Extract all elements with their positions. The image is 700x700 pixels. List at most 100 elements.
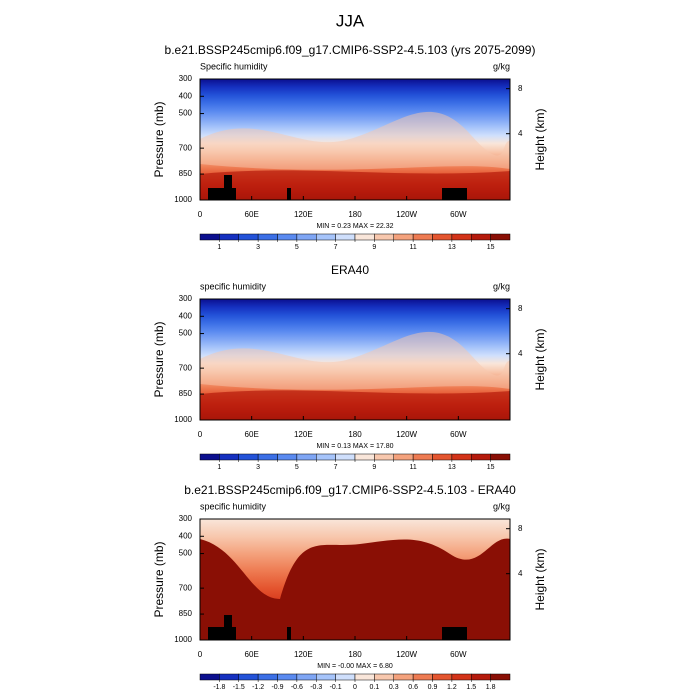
y-tick-label: 400 [179, 91, 193, 100]
colorbar-box [219, 233, 239, 241]
min-max-annotation: MIN = 0.13 MAX = 17.80 [316, 443, 393, 450]
colorbar-box [374, 233, 394, 241]
x-tick-label: 0 [198, 210, 203, 219]
panel-title: b.e21.BSSP245cmip6.f09_g17.CMIP6-SSP2-4.… [184, 483, 516, 497]
colorbar-label: -1.2 [252, 684, 264, 691]
colorbar-label: 0.3 [389, 684, 399, 691]
x-tick-label: 0 [198, 650, 203, 659]
colorbar-label: -0.1 [330, 684, 342, 691]
x-tick-label: 60E [245, 650, 259, 659]
colorbar-box [432, 233, 453, 241]
colorbar-box [354, 453, 375, 461]
colorbar-box [316, 673, 336, 681]
y2-tick-label: 8 [518, 84, 523, 93]
topography [208, 627, 236, 640]
colorbar-label: 5 [295, 244, 299, 251]
colorbar-label: 11 [409, 244, 416, 251]
colorbar-label: -1.8 [213, 684, 225, 691]
panel-title: b.e21.BSSP245cmip6.f09_g17.CMIP6-SSP2-4.… [165, 43, 536, 57]
colorbar-label: 3 [256, 244, 260, 251]
field-label: Specific humidity [200, 61, 268, 71]
colorbar-box [219, 673, 239, 681]
colorbar-box [451, 673, 472, 681]
colorbar-box [490, 673, 511, 681]
contour-band [200, 331, 510, 390]
colorbar-box [238, 673, 259, 681]
colorbar-label: -0.9 [271, 684, 283, 691]
colorbar-box [277, 233, 298, 241]
x-tick-label: 60W [450, 650, 467, 659]
colorbar-box [257, 453, 278, 461]
y-axis-label: Pressure (mb) [152, 541, 166, 617]
y-tick-label: 300 [179, 514, 193, 523]
field-label: specific humidity [200, 281, 267, 291]
colorbar-box [277, 453, 298, 461]
y2-tick-label: 4 [518, 569, 523, 578]
colorbar-label: 5 [295, 464, 299, 471]
colorbar-label: 1.8 [486, 684, 496, 691]
y-tick-label: 400 [179, 311, 193, 320]
colorbar-label: -0.6 [291, 684, 303, 691]
x-tick-label: 60E [245, 210, 259, 219]
colorbar-label: 15 [487, 464, 495, 471]
x-tick-label: 120W [396, 430, 417, 439]
y-tick-label: 700 [179, 363, 193, 372]
colorbar-label: 1.5 [466, 684, 476, 691]
units-label: g/kg [493, 501, 510, 511]
x-tick-label: 120E [294, 210, 313, 219]
y2-tick-label: 8 [518, 304, 523, 313]
colorbar-label: 1 [217, 464, 221, 471]
min-max-annotation: MIN = 0.23 MAX = 22.32 [316, 223, 393, 230]
colorbar-box [374, 453, 394, 461]
colorbar-box [316, 453, 336, 461]
colorbar-box [199, 453, 220, 461]
y-tick-label: 700 [179, 143, 193, 152]
colorbar-label: 3 [256, 464, 260, 471]
min-max-annotation: MIN = -0.00 MAX = 6.80 [317, 663, 393, 670]
colorbar-label: 0.1 [370, 684, 380, 691]
colorbar-box [335, 453, 356, 461]
colorbar-label: -0.3 [310, 684, 322, 691]
y-tick-label: 850 [179, 389, 193, 398]
y-tick-label: 500 [179, 109, 193, 118]
units-label: g/kg [493, 281, 510, 291]
y-tick-label: 1000 [174, 635, 192, 644]
colorbar-box [199, 233, 220, 241]
colorbar-label: 13 [448, 464, 456, 471]
x-tick-label: 0 [198, 430, 203, 439]
colorbar-box [393, 233, 414, 241]
colorbar-box [335, 233, 356, 241]
y-tick-label: 850 [179, 169, 193, 178]
colorbar-box [432, 673, 453, 681]
colorbar-box [471, 673, 491, 681]
colorbar-box [451, 453, 472, 461]
colorbar-box [490, 453, 511, 461]
colorbar-label: 7 [334, 244, 338, 251]
panel-title: ERA40 [331, 263, 369, 277]
colorbar-label: 9 [372, 244, 376, 251]
x-tick-label: 120E [294, 430, 313, 439]
units-label: g/kg [493, 61, 510, 71]
colorbar-box [238, 233, 259, 241]
colorbar-box [354, 233, 375, 241]
colorbar-box [257, 673, 278, 681]
x-tick-label: 180 [348, 430, 362, 439]
topography [224, 615, 232, 627]
y-axis-label: Pressure (mb) [152, 321, 166, 397]
x-tick-label: 60W [450, 430, 467, 439]
y-tick-label: 1000 [174, 195, 192, 204]
x-tick-label: 60W [450, 210, 467, 219]
colorbar-box [490, 233, 511, 241]
y-tick-label: 300 [179, 74, 193, 83]
colorbar-label: 1.2 [447, 684, 457, 691]
y-tick-label: 300 [179, 294, 193, 303]
colorbar-box [471, 233, 491, 241]
x-tick-label: 120W [396, 210, 417, 219]
topography [287, 188, 291, 200]
colorbar-label: 0.9 [428, 684, 438, 691]
y-tick-label: 500 [179, 549, 193, 558]
x-tick-label: 120W [396, 650, 417, 659]
x-tick-label: 60E [245, 430, 259, 439]
colorbar-label: -1.5 [233, 684, 245, 691]
